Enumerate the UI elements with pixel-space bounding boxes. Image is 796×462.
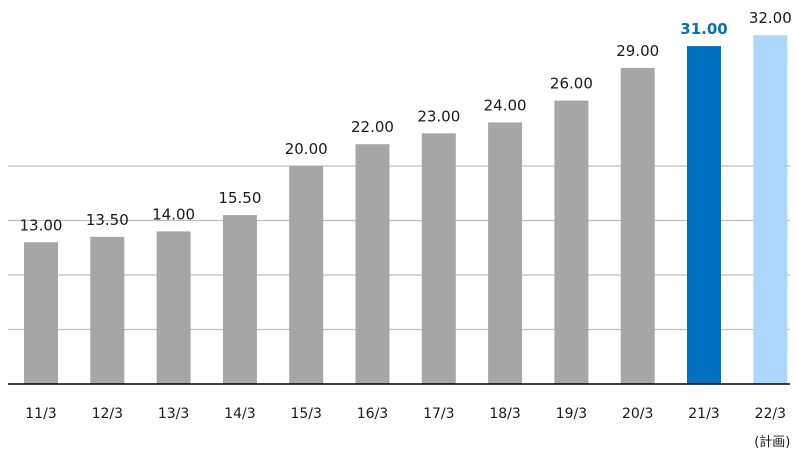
bar-16-3 xyxy=(355,144,390,384)
x-tick-label: 15/3 xyxy=(290,406,321,422)
x-tick-label: 16/3 xyxy=(357,406,388,422)
x-tick-label: 14/3 xyxy=(224,406,255,422)
x-axis: 11/3 12/3 13/3 14/3 15/3 16/3 17/3 18/3 19/3 20/3… xyxy=(8,383,790,450)
data-label: 24.00 xyxy=(484,96,527,114)
data-label: 15.50 xyxy=(218,189,261,207)
x-tick-label: 19/3 xyxy=(556,406,587,422)
bar-13-3 xyxy=(156,231,191,384)
bar-22-3 xyxy=(753,35,788,384)
data-label: 20.00 xyxy=(285,140,328,158)
data-label: 13.00 xyxy=(20,216,63,234)
gridlines xyxy=(8,165,790,331)
bar-21-3 xyxy=(687,46,721,384)
bar-18-3 xyxy=(488,122,523,385)
x-tick-label: 17/3 xyxy=(423,406,454,422)
data-label: 14.00 xyxy=(152,205,195,223)
bar-17-3 xyxy=(421,133,456,384)
bar-15-3 xyxy=(289,166,324,384)
bars xyxy=(24,35,788,385)
data-label: 13.50 xyxy=(86,211,129,229)
x-tick-label: 22/3 xyxy=(755,406,786,422)
data-label: 31.00 xyxy=(680,20,727,38)
data-label: 29.00 xyxy=(616,42,659,60)
data-label: 26.00 xyxy=(550,75,593,93)
x-tick-label: 20/3 xyxy=(622,406,653,422)
data-label: 32.00 xyxy=(749,9,792,27)
bar-12-3 xyxy=(90,236,125,384)
data-labels: 13.00 13.50 14.00 15.50 20.00 22.00 23.00 24.00… xyxy=(20,9,792,234)
x-tick-label: 18/3 xyxy=(489,406,520,422)
bar-14-3 xyxy=(222,215,257,384)
x-tick-label: 11/3 xyxy=(25,406,56,422)
data-label: 22.00 xyxy=(351,118,394,136)
bar-20-3 xyxy=(620,67,655,385)
data-label: 23.00 xyxy=(417,107,460,125)
bar-19-3 xyxy=(554,100,589,384)
x-tick-sublabel: (計画) xyxy=(754,434,790,450)
x-tick-label: 13/3 xyxy=(158,406,189,422)
x-tick-label: 12/3 xyxy=(92,406,123,422)
bar-11-3 xyxy=(24,242,58,384)
x-tick-label: 21/3 xyxy=(688,406,719,422)
